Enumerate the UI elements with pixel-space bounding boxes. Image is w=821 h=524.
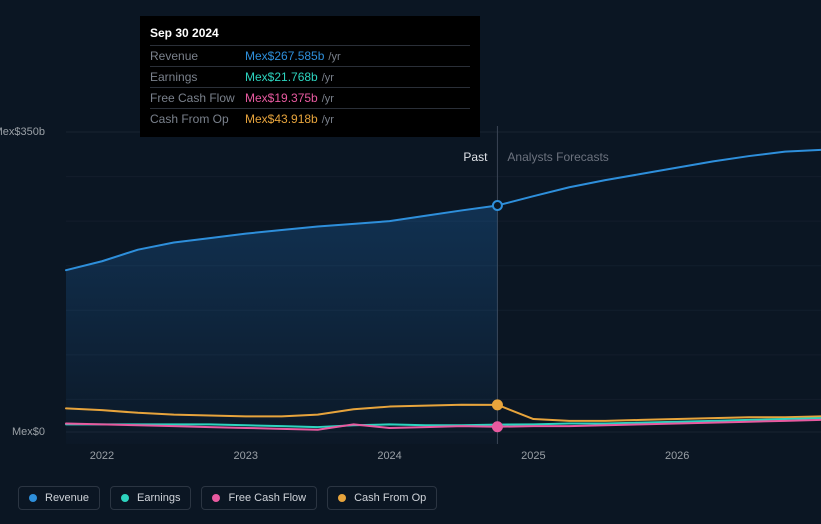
- x-axis-label: 2023: [234, 450, 258, 462]
- chart-tooltip: Sep 30 2024 RevenueMex$267.585b/yrEarnin…: [140, 16, 480, 137]
- tooltip-row: Free Cash FlowMex$19.375b/yr: [150, 87, 470, 108]
- past-section-label: Past: [463, 150, 487, 164]
- legend-label: Revenue: [45, 492, 89, 504]
- legend-label: Cash From Op: [354, 492, 426, 504]
- tooltip-date: Sep 30 2024: [150, 22, 470, 45]
- tooltip-row: EarningsMex$21.768b/yr: [150, 66, 470, 87]
- chart-legend: Revenue Earnings Free Cash Flow Cash From O…: [18, 486, 437, 510]
- tooltip-metric-label: Earnings: [150, 70, 245, 84]
- x-axis-labels: 2022 2023 2024 2025 2026: [66, 450, 821, 470]
- tooltip-metric-value: Mex$19.375b: [245, 91, 318, 105]
- tooltip-metric-value: Mex$43.918b: [245, 112, 318, 126]
- legend-label: Earnings: [137, 492, 180, 504]
- legend-label: Free Cash Flow: [228, 492, 306, 504]
- tooltip-row: RevenueMex$267.585b/yr: [150, 45, 470, 66]
- tooltip-unit: /yr: [328, 51, 340, 63]
- tooltip-unit: /yr: [322, 114, 334, 126]
- legend-item-free_cash_flow[interactable]: Free Cash Flow: [201, 486, 317, 510]
- x-axis-label: 2025: [521, 450, 545, 462]
- x-axis-label: 2026: [665, 450, 689, 462]
- y-axis-label: Mex$350b: [0, 126, 45, 138]
- tooltip-metric-label: Cash From Op: [150, 112, 245, 126]
- tooltip-metric-value: Mex$21.768b: [245, 70, 318, 84]
- y-axis-label: Mex$0: [12, 426, 45, 438]
- tooltip-unit: /yr: [322, 72, 334, 84]
- legend-item-cash_from_op[interactable]: Cash From Op: [327, 486, 437, 510]
- tooltip-unit: /yr: [322, 93, 334, 105]
- legend-dot-icon: [338, 494, 346, 502]
- tooltip-metric-label: Free Cash Flow: [150, 91, 245, 105]
- x-axis-label: 2024: [377, 450, 401, 462]
- tooltip-metric-label: Revenue: [150, 49, 245, 63]
- legend-item-revenue[interactable]: Revenue: [18, 486, 100, 510]
- legend-dot-icon: [212, 494, 220, 502]
- x-axis-label: 2022: [90, 450, 114, 462]
- forecast-section-label: Analysts Forecasts: [507, 150, 608, 164]
- tooltip-row: Cash From OpMex$43.918b/yr: [150, 108, 470, 129]
- tooltip-metric-value: Mex$267.585b: [245, 49, 324, 63]
- legend-dot-icon: [121, 494, 129, 502]
- legend-item-earnings[interactable]: Earnings: [110, 486, 191, 510]
- legend-dot-icon: [29, 494, 37, 502]
